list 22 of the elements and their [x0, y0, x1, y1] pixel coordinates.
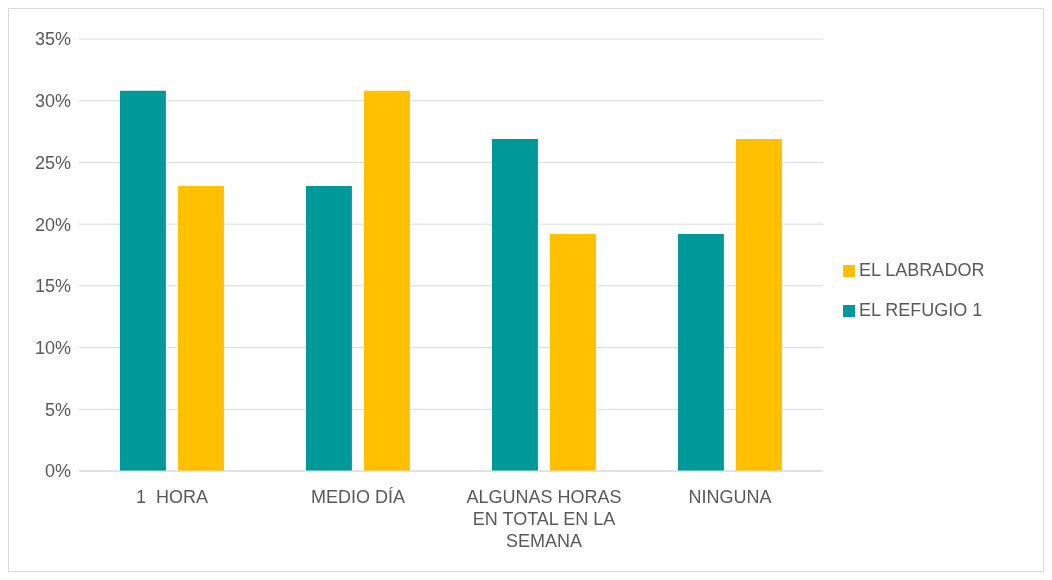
y-tick-label: 15% — [34, 276, 71, 297]
bar — [677, 234, 724, 471]
legend-label: EL REFUGIO 1 — [859, 300, 983, 320]
bar — [735, 138, 782, 471]
x-tick-label: NINGUNA — [688, 487, 772, 507]
y-tick-label: 25% — [34, 152, 71, 173]
bar — [177, 185, 224, 471]
y-tick-label: 35% — [34, 29, 71, 50]
y-tick-label: 10% — [34, 337, 71, 358]
y-tick-label: 5% — [44, 399, 71, 420]
bar — [549, 234, 596, 471]
bar — [491, 138, 538, 471]
bar — [305, 185, 352, 471]
x-tick-label: ALGUNAS HORAS EN TOTAL EN LA SEMANA — [466, 487, 622, 551]
bar — [119, 90, 166, 471]
legend-label: EL LABRADOR — [859, 260, 985, 280]
x-tick-label: 1 HORA — [135, 487, 209, 507]
bar — [363, 90, 410, 471]
y-tick-label: 20% — [34, 214, 71, 235]
y-tick-label: 0% — [44, 461, 71, 482]
y-tick-label: 30% — [34, 91, 71, 112]
x-tick-label: MEDIO DÍA — [310, 487, 406, 507]
